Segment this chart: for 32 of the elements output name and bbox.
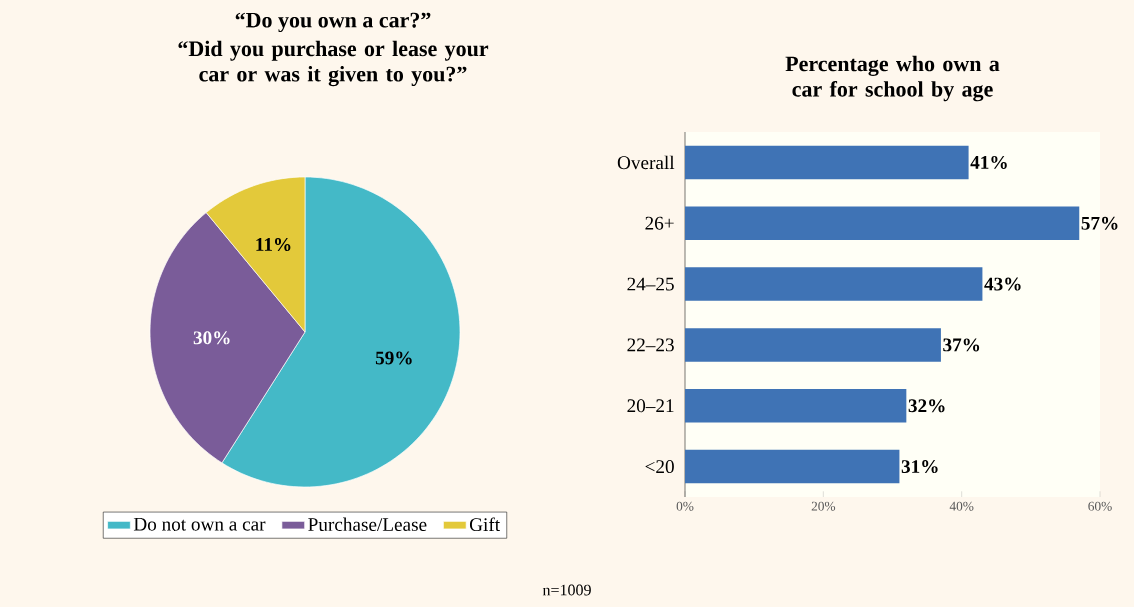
data-label: 59% bbox=[375, 351, 412, 365]
bar bbox=[685, 328, 941, 362]
data-label: 37% bbox=[943, 338, 980, 352]
data-label: 43% bbox=[984, 277, 1021, 291]
bar bbox=[685, 389, 907, 423]
legend-label: Gift bbox=[469, 517, 500, 532]
data-label: 32% bbox=[908, 399, 945, 413]
text: n=1009 bbox=[542, 584, 591, 596]
bar bbox=[685, 206, 1080, 240]
chart-subtitle: “Did you purchase or lease your car or was it given to you?” bbox=[178, 40, 489, 87]
y-tick-label: 26+ bbox=[645, 216, 674, 230]
data-label: 11% bbox=[256, 237, 291, 252]
x-tick-label: 20% bbox=[811, 501, 836, 511]
chart-title: “Do you own a car?” bbox=[235, 12, 431, 33]
y-tick-label: 22–23 bbox=[627, 338, 674, 352]
bar bbox=[685, 267, 983, 301]
data-label: 41% bbox=[970, 155, 1007, 169]
data-label: 31% bbox=[901, 460, 938, 474]
y-tick-label: 20–21 bbox=[627, 399, 674, 413]
data-label: 57% bbox=[1081, 216, 1118, 230]
bar bbox=[685, 145, 969, 180]
y-tick-label: <20 bbox=[645, 460, 674, 474]
x-tick-label: 60% bbox=[1088, 501, 1112, 511]
y-tick-label: 24–25 bbox=[627, 277, 674, 291]
x-tick-label: 0% bbox=[676, 501, 694, 511]
y-tick-label: Overall bbox=[617, 155, 675, 170]
data-label: 30% bbox=[193, 331, 230, 345]
legend-label: Do not own a car bbox=[133, 517, 266, 531]
x-tick-label: 40% bbox=[949, 501, 974, 511]
chart-title: Percentage who own a car for school by age bbox=[785, 55, 1000, 102]
legend-label: Purchase/Lease bbox=[308, 517, 427, 532]
bar bbox=[685, 449, 900, 484]
